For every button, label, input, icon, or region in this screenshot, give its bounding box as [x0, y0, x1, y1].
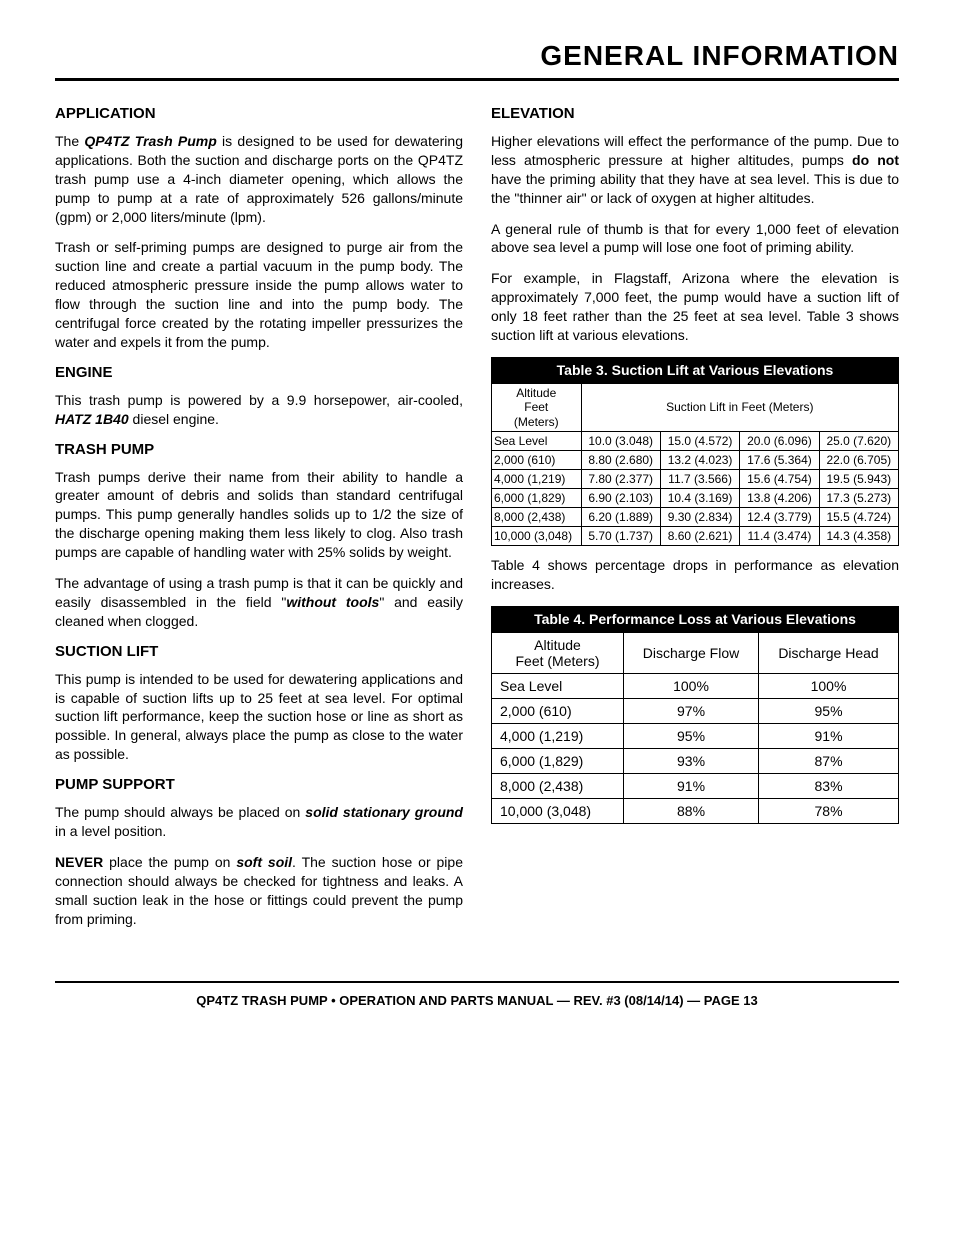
trash-para-2: The advantage of using a trash pump is t… — [55, 574, 463, 631]
table-row: Sea Level100%100% — [492, 673, 899, 698]
footer-text: QP4TZ TRASH PUMP • OPERATION AND PARTS M… — [55, 993, 899, 1008]
table-row: Sea Level10.0 (3.048)15.0 (4.572)20.0 (6… — [492, 432, 899, 451]
right-column: ELEVATION Higher elevations will effect … — [491, 95, 899, 941]
trash-para-1: Trash pumps derive their name from their… — [55, 468, 463, 562]
support-para-1: The pump should always be placed on soli… — [55, 803, 463, 841]
table-row: 2,000 (610)97%95% — [492, 698, 899, 723]
engine-heading: ENGINE — [55, 364, 463, 381]
suction-para: This pump is intended to be used for dew… — [55, 670, 463, 764]
table-3-suction-lift: Table 3. Suction Lift at Various Elevati… — [491, 357, 899, 546]
content-columns: APPLICATION The QP4TZ Trash Pump is desi… — [55, 95, 899, 941]
suction-lift-heading: SUCTION LIFT — [55, 643, 463, 660]
left-column: APPLICATION The QP4TZ Trash Pump is desi… — [55, 95, 463, 941]
elevation-heading: ELEVATION — [491, 105, 899, 122]
table-row: 8,000 (2,438)91%83% — [492, 773, 899, 798]
table-row: 4,000 (1,219)95%91% — [492, 723, 899, 748]
application-para-2: Trash or self-priming pumps are designed… — [55, 238, 463, 351]
table-row: 8,000 (2,438)6.20 (1.889)9.30 (2.834)12.… — [492, 508, 899, 527]
support-para-2: NEVER place the pump on soft soil. The s… — [55, 853, 463, 929]
between-tables-para: Table 4 shows percentage drops in perfor… — [491, 556, 899, 594]
table-row: 2,000 (610)8.80 (2.680)13.2 (4.023)17.6 … — [492, 451, 899, 470]
engine-para: This trash pump is powered by a 9.9 hors… — [55, 391, 463, 429]
trash-pump-heading: TRASH PUMP — [55, 441, 463, 458]
table-row: 6,000 (1,829)93%87% — [492, 748, 899, 773]
elev-para-3: For example, in Flagstaff, Arizona where… — [491, 269, 899, 345]
table-3-caption: Table 3. Suction Lift at Various Elevati… — [491, 357, 899, 383]
application-para-1: The QP4TZ Trash Pump is designed to be u… — [55, 132, 463, 226]
table-row: 10,000 (3,048)88%78% — [492, 798, 899, 823]
table-4-performance-loss: Table 4. Performance Loss at Various Ele… — [491, 606, 899, 824]
application-heading: APPLICATION — [55, 105, 463, 122]
footer-rule — [55, 981, 899, 983]
table-4-caption: Table 4. Performance Loss at Various Ele… — [491, 606, 899, 632]
table-row: 6,000 (1,829)6.90 (2.103)10.4 (3.169)13.… — [492, 489, 899, 508]
table-row: 10,000 (3,048)5.70 (1.737)8.60 (2.621)11… — [492, 527, 899, 546]
pump-support-heading: PUMP SUPPORT — [55, 776, 463, 793]
page-title: GENERAL INFORMATION — [55, 40, 899, 81]
elev-para-2: A general rule of thumb is that for ever… — [491, 220, 899, 258]
table-row: 4,000 (1,219)7.80 (2.377)11.7 (3.566)15.… — [492, 470, 899, 489]
elev-para-1: Higher elevations will effect the perfor… — [491, 132, 899, 208]
